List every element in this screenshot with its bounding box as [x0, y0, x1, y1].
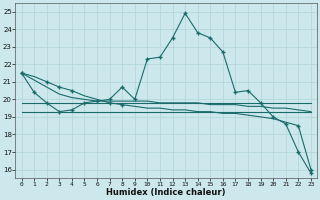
X-axis label: Humidex (Indice chaleur): Humidex (Indice chaleur) [107, 188, 226, 197]
